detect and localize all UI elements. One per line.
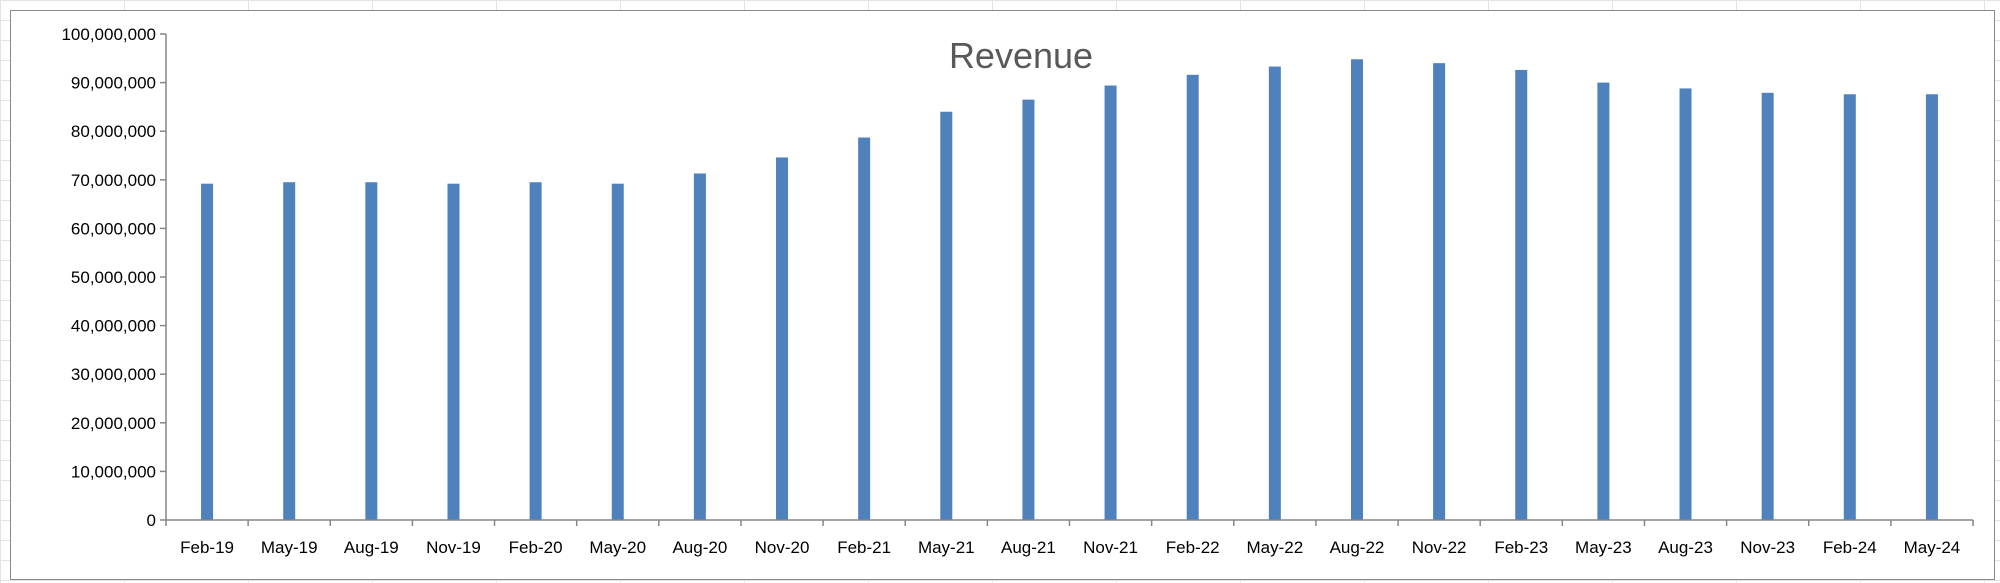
x-tick-label: Feb-21 <box>837 538 891 557</box>
x-tick-label: Aug-21 <box>1001 538 1056 557</box>
bar-aug-19 <box>365 182 378 521</box>
bar-may-24 <box>1925 94 1938 520</box>
y-axis-ticks: 0 10,000,000 20,000,000 30,000,000 40,000,00… <box>61 25 166 530</box>
x-tick-label: May-23 <box>1575 538 1632 557</box>
bar-aug-20 <box>693 173 706 520</box>
x-tick-label: Feb-22 <box>1166 538 1220 557</box>
x-tick-label: May-19 <box>261 538 318 557</box>
bars <box>201 59 1938 521</box>
revenue-bar-chart[interactable]: 0 10,000,000 20,000,000 30,000,000 40,000,00… <box>11 11 1996 581</box>
x-tick-label: Nov-22 <box>1412 538 1467 557</box>
y-tick-label: 50,000,000 <box>71 268 156 287</box>
x-tick-label: Nov-23 <box>1740 538 1795 557</box>
bar-aug-22 <box>1350 59 1363 520</box>
y-tick-label: 90,000,000 <box>71 74 156 93</box>
x-tick-label: Nov-21 <box>1083 538 1138 557</box>
bar-nov-22 <box>1433 63 1446 520</box>
x-tick-label: Aug-19 <box>344 538 399 557</box>
x-tick-label: May-21 <box>918 538 975 557</box>
bar-feb-19 <box>201 183 214 521</box>
bar-nov-23 <box>1761 92 1774 520</box>
bar-may-20 <box>611 183 624 521</box>
y-tick-label: 40,000,000 <box>71 317 156 336</box>
x-tick-label: May-20 <box>589 538 646 557</box>
y-tick-label: 80,000,000 <box>71 122 156 141</box>
y-tick-label: 10,000,000 <box>71 462 156 481</box>
y-tick-label: 20,000,000 <box>71 414 156 433</box>
bar-may-19 <box>283 182 296 521</box>
x-tick-label: May-24 <box>1904 538 1961 557</box>
y-tick-label: 30,000,000 <box>71 365 156 384</box>
bar-feb-24 <box>1843 94 1856 520</box>
y-tick-label: 60,000,000 <box>71 219 156 238</box>
bar-feb-21 <box>858 137 871 520</box>
bar-nov-19 <box>447 183 460 521</box>
x-tick-label: Feb-23 <box>1494 538 1548 557</box>
x-tick-label: Feb-20 <box>509 538 563 557</box>
x-tick-label: Aug-22 <box>1330 538 1385 557</box>
x-tick-label: Nov-20 <box>755 538 810 557</box>
x-tick-label: May-22 <box>1246 538 1303 557</box>
x-tick-label: Feb-24 <box>1823 538 1877 557</box>
x-tick-label: Aug-23 <box>1658 538 1713 557</box>
y-tick-label: 70,000,000 <box>71 171 156 190</box>
x-tick-label: Aug-20 <box>672 538 727 557</box>
x-tick-label: Nov-19 <box>426 538 481 557</box>
y-tick-label: 100,000,000 <box>61 25 156 44</box>
y-tick-label: 0 <box>147 511 156 530</box>
bar-aug-21 <box>1022 99 1035 521</box>
bar-nov-21 <box>1104 85 1117 521</box>
bar-feb-20 <box>529 182 542 521</box>
bar-nov-20 <box>776 157 789 520</box>
bar-feb-22 <box>1186 74 1199 520</box>
bar-aug-23 <box>1679 88 1692 520</box>
bar-may-22 <box>1268 66 1281 520</box>
x-tick-label: Feb-19 <box>180 538 234 557</box>
chart-title: Revenue <box>948 35 1094 76</box>
chart-area[interactable]: 0 10,000,000 20,000,000 30,000,000 40,000,00… <box>10 10 1995 580</box>
bar-may-23 <box>1597 82 1610 520</box>
bar-feb-23 <box>1515 69 1528 521</box>
x-axis-ticks: Feb-19 May-19 Aug-19 Nov-19 Feb-20 May-20 Aug-… <box>165 520 1974 557</box>
bar-may-21 <box>940 111 953 520</box>
